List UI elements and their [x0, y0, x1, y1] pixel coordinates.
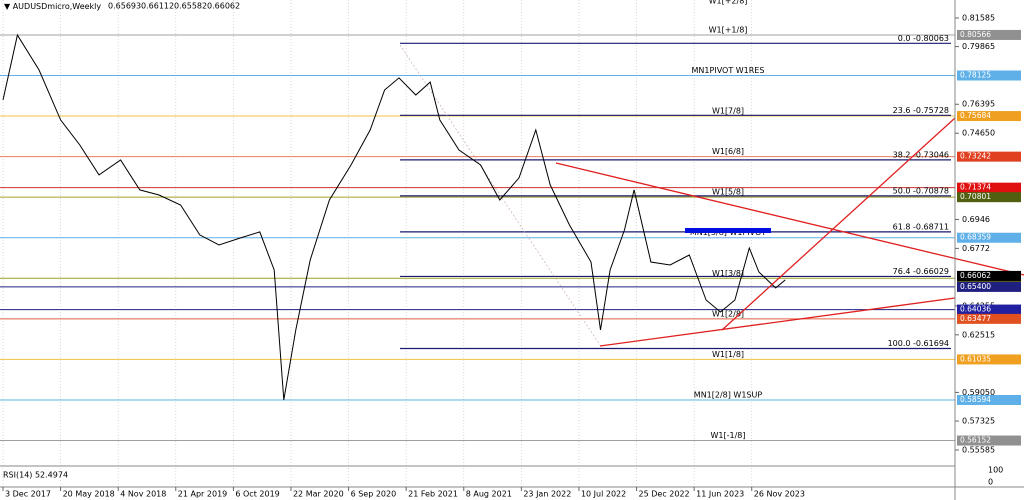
level-label: W1[+2/8]: [709, 0, 748, 6]
x-tick-label: 26 Nov 2023: [754, 490, 805, 499]
price-box: [957, 313, 1021, 324]
symbol: AUDUSDmicro,Weekly: [13, 2, 102, 11]
x-tick-label: 8 Aug 2021: [466, 490, 512, 499]
fib-label: 0.0 -0.80063: [898, 34, 949, 43]
indicator-tick-label: 0: [988, 478, 993, 487]
price-box: [957, 70, 1021, 81]
y-tick-label: 0.6772: [962, 244, 990, 253]
fib-label: 50.0 -0.70878: [893, 186, 949, 195]
level-label: W1[2/8]: [712, 309, 744, 318]
price-box-label: 0.68359: [960, 233, 991, 242]
price-box: [957, 354, 1021, 365]
price-box: [957, 435, 1021, 446]
trend-line: [721, 117, 956, 331]
x-tick-label: 22 Mar 2020: [293, 490, 344, 499]
level-label: W1[6/8]: [712, 147, 744, 156]
trend-line: [599, 297, 956, 347]
menu-arrow: ▼: [4, 2, 13, 11]
x-tick-label: 11 Jun 2023: [696, 490, 744, 499]
indicator-tick-label: 100: [988, 466, 1003, 475]
price-box: [957, 151, 1021, 162]
level-label: W1[-1/8]: [710, 431, 745, 440]
y-tick-label: 0.76395: [962, 100, 995, 109]
price-line: [2, 33, 786, 400]
x-tick-label: 6 Oct 2019: [235, 490, 279, 499]
header-value: 0.66112: [141, 2, 174, 11]
zone-bar: [685, 228, 771, 233]
price-box-label: 0.63477: [960, 314, 991, 323]
price-box: [957, 304, 1021, 315]
x-tick-label: 3 Dec 2017: [5, 490, 51, 499]
price-box: [957, 111, 1021, 122]
price-box-label: 0.64036: [960, 305, 991, 314]
price-box-label: 0.73242: [960, 152, 991, 161]
current-price-label: 0.66062: [960, 271, 991, 280]
x-tick-label: 21 Apr 2019: [178, 490, 227, 499]
price-box: [957, 232, 1021, 243]
x-tick-label: 10 Jul 2022: [581, 490, 626, 499]
price-box: [957, 192, 1021, 203]
level-label: W1[3/8]: [712, 269, 744, 278]
current-price-box: [957, 270, 1021, 281]
x-tick-label: 25 Dec 2022: [639, 490, 690, 499]
price-box-label: 0.80566: [960, 30, 991, 39]
trend-line: [555, 162, 1024, 276]
x-tick-label: 21 Feb 2021: [408, 490, 458, 499]
chart-title: ▼ AUDUSDmicro,Weekly: [4, 2, 101, 11]
price-box-label: 0.78125: [960, 71, 991, 80]
header-value: 0.65582: [174, 2, 207, 11]
price-box: [957, 182, 1021, 193]
price: [2, 33, 786, 400]
y-tick-label: 0.62515: [962, 330, 995, 339]
fib-label: 76.4 -0.66029: [893, 267, 949, 276]
grid: [2, 0, 753, 487]
x-tick-label: 4 Nov 2018: [120, 490, 166, 499]
level-label: W1[5/8]: [712, 188, 744, 197]
levels: W1[+2/8] W1[+1/8] MN1PIVOT W1RES W1[7/8] W1[…: [0, 0, 955, 442]
price-box-label: 0.56152: [960, 436, 991, 445]
fib-label: 100.0 -0.61694: [888, 339, 949, 348]
axes: 0.81585 0.79865 0.76395 0.74650 0.6946 0.6772…: [2, 14, 1003, 499]
level-label: MN1PIVOT W1RES: [692, 66, 765, 75]
price-box-label: 0.71374: [960, 183, 991, 192]
y-tick-label: 0.57325: [962, 417, 995, 426]
level-label: MN1[2/8] W1SUP: [694, 390, 763, 399]
price-box: [957, 281, 1021, 292]
x-tick-label: 6 Sep 2020: [351, 490, 397, 499]
x-tick-label: 23 Jan 2022: [523, 490, 571, 499]
fib-label: 23.6 -0.75728: [893, 106, 949, 115]
header-value: 0.65693: [108, 2, 141, 11]
price-box-label: 0.58594: [960, 395, 991, 404]
level-label: W1[+1/8]: [709, 25, 748, 34]
x-tick-label: 20 May 2018: [63, 490, 115, 499]
y-tick-label: 0.74650: [962, 129, 995, 138]
level-label: W1[7/8]: [712, 107, 744, 116]
price-box: [957, 29, 1021, 40]
y-tick-label: 0.79865: [962, 42, 995, 51]
level-label: W1[1/8]: [712, 350, 744, 359]
y-tick-label: 0.59050: [962, 388, 995, 397]
price-box-label: 0.75684: [960, 111, 991, 120]
fib-label: 38.2 -0.73046: [893, 150, 949, 159]
price-box: [957, 394, 1021, 405]
price-boxes: 0.80566 0.78125 0.75684 0.73242 0.713740.708…: [957, 30, 1021, 446]
y-tick-label: 0.81585: [962, 14, 995, 23]
price-box-label: 0.65400: [960, 282, 991, 291]
y-tick-label: 0.6946: [962, 215, 990, 224]
fib-label: 61.8 -0.68711: [893, 222, 949, 231]
price-box-label: 0.61035: [960, 354, 991, 363]
y-tick-label: 0.55585: [962, 445, 995, 454]
header-value: 0.66062: [207, 2, 240, 11]
price-box-label: 0.70801: [960, 192, 991, 201]
indicator-label: RSI(14) 52.4974: [3, 471, 68, 480]
header-values: 0.65693 0.66112 0.65582 0.66062: [108, 2, 240, 11]
